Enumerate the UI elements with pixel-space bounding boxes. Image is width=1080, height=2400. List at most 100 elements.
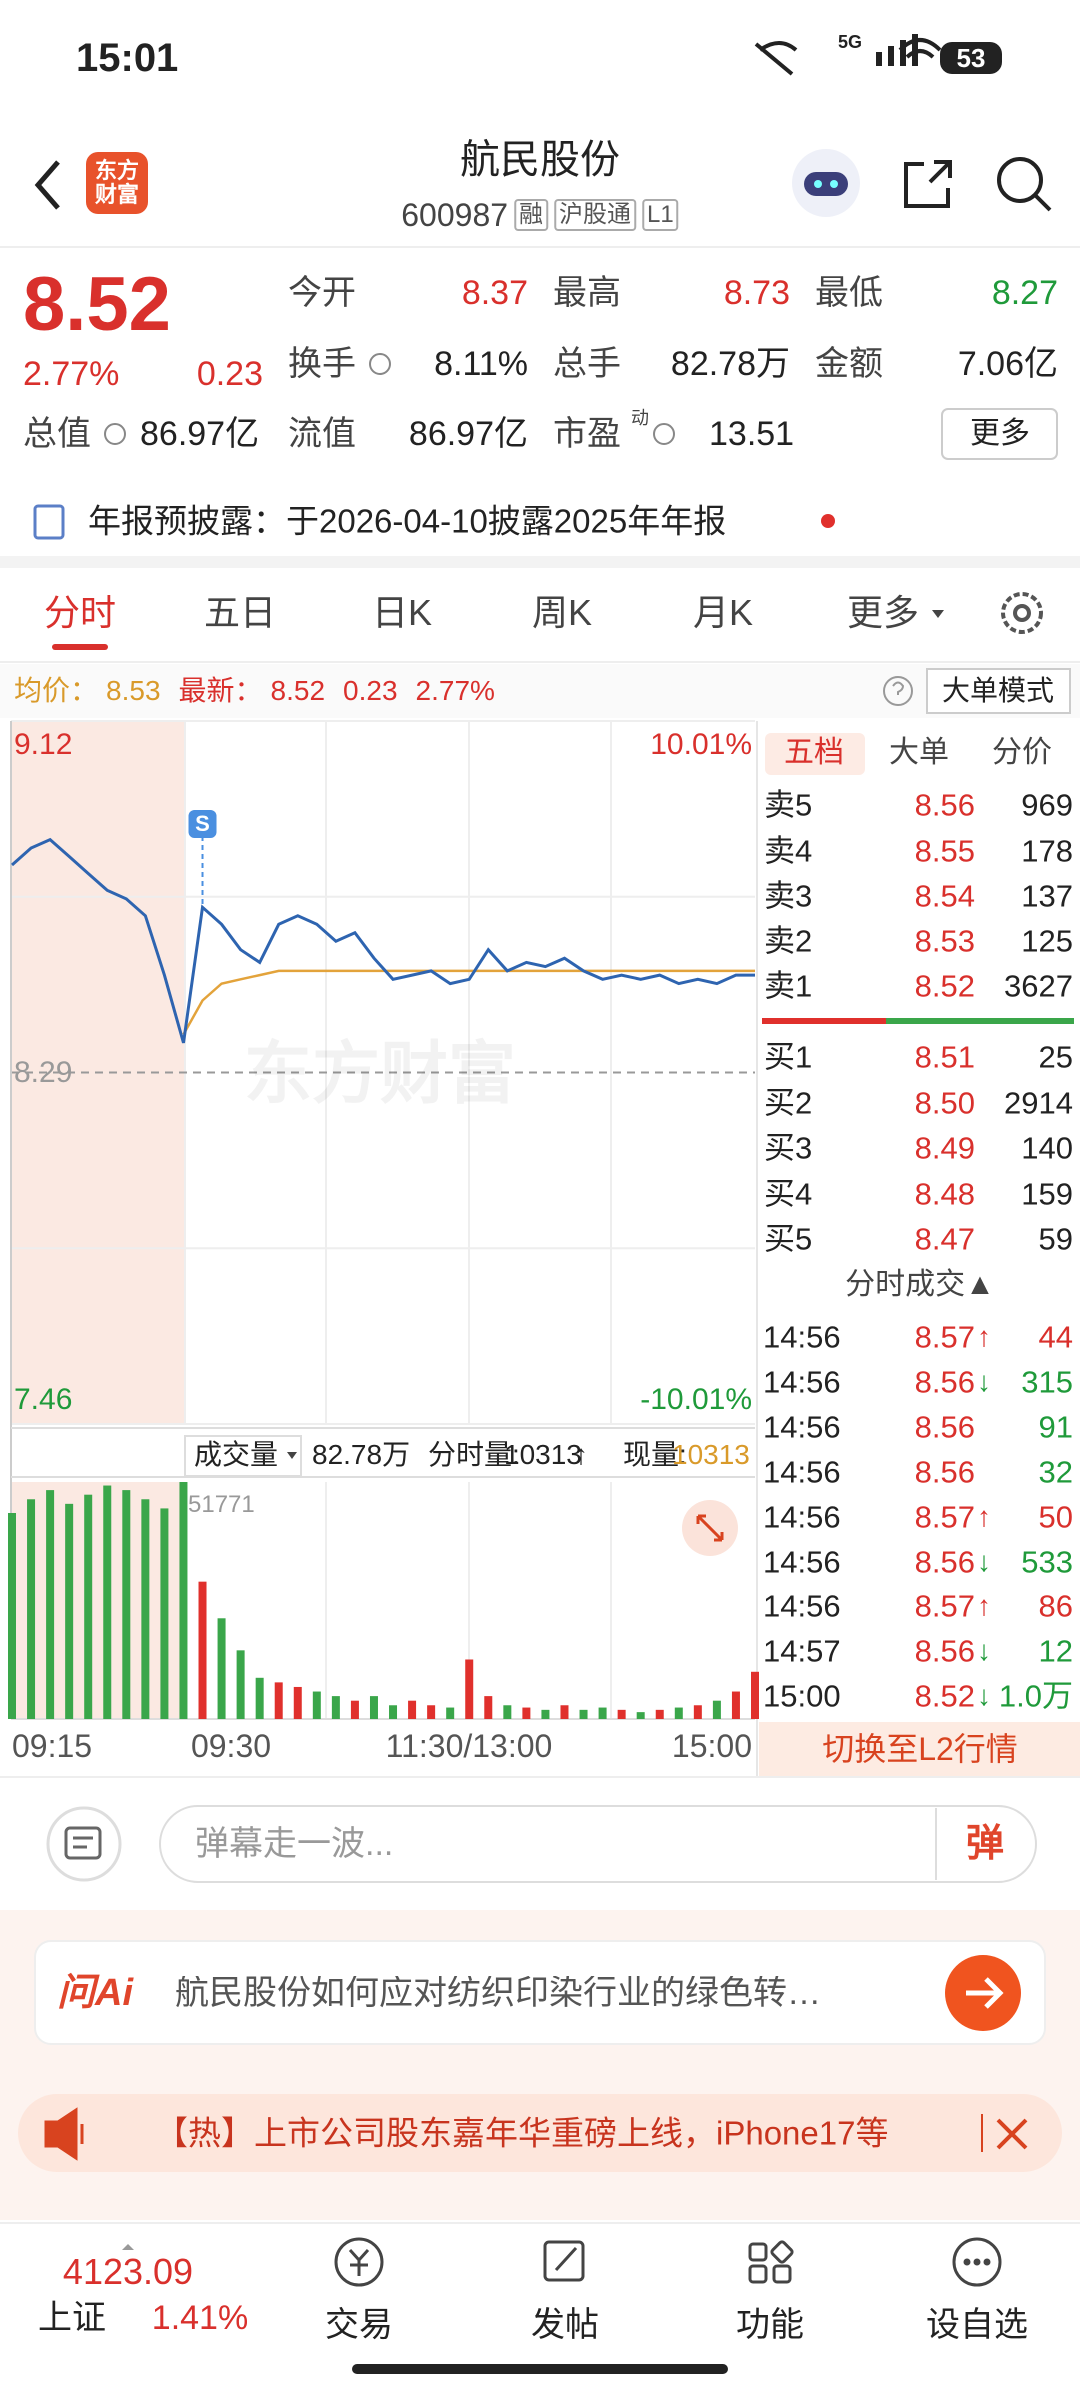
nav-item[interactable]: 设自选 (926, 2306, 1028, 2344)
back-button[interactable] (34, 160, 60, 210)
volume-bar (522, 1707, 531, 1719)
more-button[interactable]: 更多 (970, 417, 1030, 450)
volume-bar (293, 1686, 302, 1719)
help-icon[interactable] (883, 676, 913, 706)
book-label: 卖1 (764, 968, 813, 1004)
volume-bar (198, 1581, 207, 1719)
caret (122, 2244, 134, 2250)
tag: 沪股通 (554, 199, 637, 231)
search-icon[interactable] (997, 157, 1052, 212)
tab-underline (52, 644, 108, 650)
trade-dir: ↑ (977, 1321, 991, 1352)
index-name: 上证 (38, 2299, 106, 2337)
price: 8.52 (23, 262, 171, 347)
marker-label: S (195, 811, 210, 836)
logo[interactable] (86, 152, 148, 214)
volume-bar (484, 1696, 493, 1719)
avg-label: 均价： (14, 675, 99, 706)
stock-code: 600987 (401, 197, 509, 233)
volume-bar (541, 1709, 550, 1719)
index-change: 1.41% (151, 2299, 249, 2337)
tab[interactable]: 分时 (43, 592, 117, 633)
volume-bar (751, 1671, 759, 1719)
comment-icon[interactable] (46, 1806, 122, 1882)
book-volume: 3627 (1004, 968, 1073, 1004)
index-value: 4123.09 (62, 2251, 194, 2292)
close-icon[interactable] (996, 2118, 1028, 2150)
tab[interactable]: 月K (692, 592, 754, 633)
book-tab[interactable]: 五档 (784, 736, 844, 769)
change: 0.23 (196, 355, 263, 393)
book-price: 8.54 (914, 878, 975, 914)
field-label: 总手 (553, 345, 621, 383)
field-label: 总值 (23, 415, 91, 453)
robot-icon[interactable] (792, 149, 860, 217)
home-indicator (352, 2364, 728, 2374)
trade-time: 14:56 (763, 1544, 841, 1579)
volume-bar (731, 1691, 740, 1719)
book-price: 8.49 (914, 1130, 975, 1166)
danmaku-button[interactable]: 弹 (965, 1823, 1005, 1865)
pct-label-min: -10.01% (640, 1383, 752, 1416)
field-value: 8.73 (723, 274, 790, 312)
mode-button[interactable]: 大单模式 (941, 675, 1055, 706)
book-tab[interactable]: 分价 (992, 736, 1052, 769)
book-tab[interactable]: 大单 (889, 736, 949, 769)
volume-bar (27, 1499, 36, 1719)
volume-bar (408, 1700, 417, 1719)
bar-volume-label: 分时量: (428, 1439, 520, 1470)
trade-volume: 533 (1021, 1544, 1073, 1579)
field-value: 82.78万 (670, 345, 790, 383)
volume-bar (636, 1712, 645, 1719)
notice-dot (821, 514, 835, 528)
book-volume: 2914 (1004, 1085, 1073, 1121)
trade-volume: 86 (1038, 1588, 1073, 1624)
l2-button[interactable]: 切换至L2行情 (822, 1731, 1018, 1767)
mode-button-frame[interactable] (926, 668, 1071, 714)
volume-bar (255, 1677, 264, 1719)
volume-bar (141, 1499, 150, 1719)
comment-input[interactable] (159, 1805, 1037, 1883)
tab-highlight (765, 733, 865, 775)
volume-bar (465, 1659, 474, 1719)
trade-dir: ↓ (977, 1365, 991, 1397)
ai-box[interactable] (34, 1940, 1046, 2045)
trade-volume: 32 (1038, 1454, 1073, 1490)
now-volume: 10313 (672, 1439, 750, 1470)
volume-bar (46, 1490, 55, 1719)
nav-item[interactable]: 功能 (736, 2306, 804, 2344)
bid-bar (886, 1018, 1074, 1024)
l2-button-frame[interactable] (759, 1722, 1080, 1776)
book-price: 8.47 (914, 1221, 975, 1257)
bar-volume-dir: ↑ (574, 1439, 588, 1470)
book-price: 8.52 (914, 968, 975, 1004)
nav-item[interactable]: 交易 (325, 2306, 393, 2344)
trade-volume: 315 (1021, 1364, 1073, 1400)
field-label: 流值 (288, 415, 356, 453)
volume-bar (579, 1709, 588, 1719)
volume-bar (693, 1705, 702, 1719)
ai-send[interactable] (945, 1955, 1021, 2031)
more-button-frame[interactable] (941, 408, 1058, 460)
field-label: 今开 (288, 274, 356, 312)
banner[interactable] (18, 2094, 1062, 2172)
volume-bar (446, 1707, 455, 1719)
volume-bar (274, 1682, 283, 1719)
now-volume-label: 现量: (623, 1439, 687, 1470)
trade-time: 14:56 (763, 1364, 841, 1400)
field-label: 最高 (553, 274, 621, 312)
trade-volume: 91 (1038, 1409, 1073, 1445)
tab[interactable]: 日K (371, 592, 433, 633)
share-icon[interactable] (904, 160, 952, 208)
nav-item[interactable]: 发帖 (531, 2306, 599, 2344)
book-volume: 59 (1038, 1221, 1073, 1257)
book-volume: 140 (1021, 1130, 1073, 1166)
settings-icon[interactable] (1001, 592, 1043, 634)
tab[interactable]: 周K (531, 592, 593, 633)
volume-bar (598, 1707, 607, 1719)
trade-time: 15:00 (763, 1678, 841, 1714)
book-volume: 25 (1038, 1039, 1073, 1075)
tab[interactable]: 五日 (203, 592, 277, 633)
tab[interactable]: 更多 (846, 592, 920, 633)
